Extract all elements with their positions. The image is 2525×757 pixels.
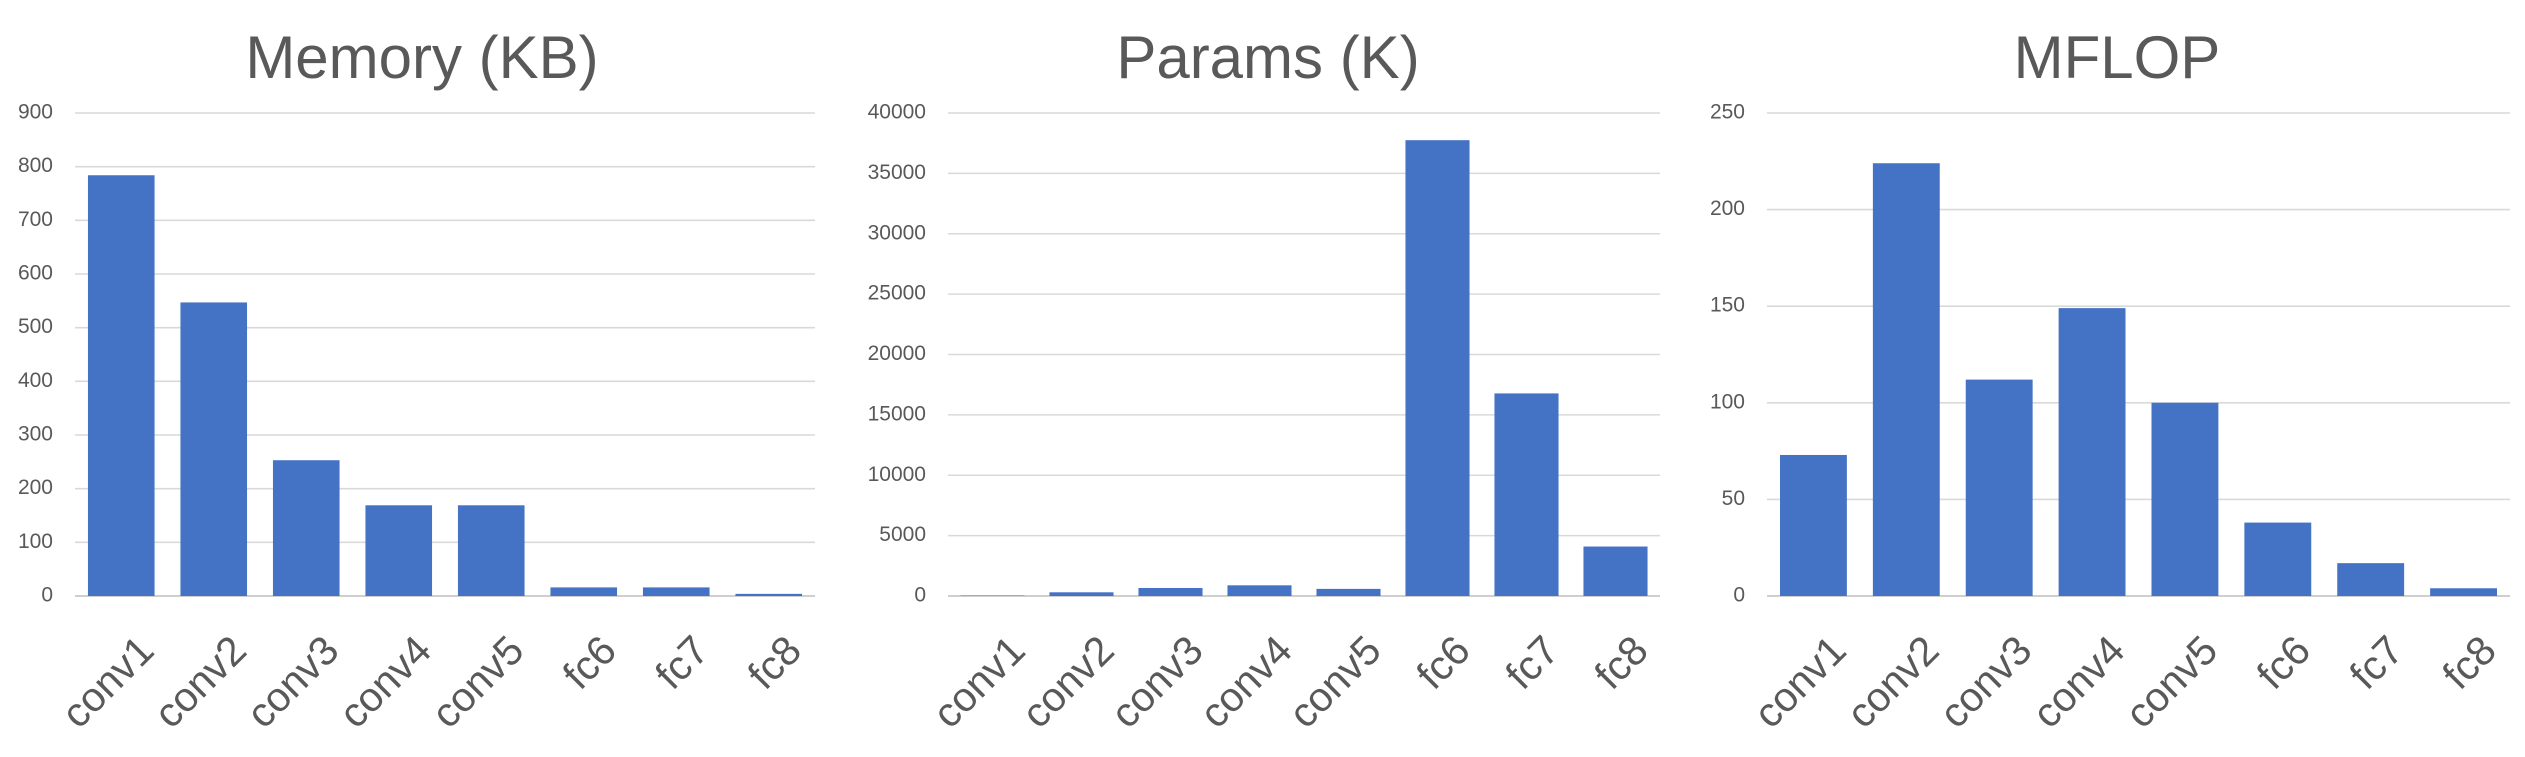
x-tick-label: conv4 <box>330 627 440 737</box>
bar-conv1 <box>88 175 155 596</box>
x-tick-label: fc6 <box>1408 627 1479 698</box>
y-tick-label: 0 <box>41 584 53 607</box>
bar-conv1 <box>1780 455 1847 596</box>
chart-title: Memory (KB) <box>245 24 598 91</box>
chart-panel-2: Params (K) 0 5000 10000 15000 20000 25000 30000… <box>868 24 1660 737</box>
y-tick-label: 400 <box>18 369 53 392</box>
x-tick-label: fc8 <box>739 627 810 698</box>
y-tick-label: 500 <box>18 315 53 338</box>
chart-panel-3: MFLOP 0 50 100 150 200 250 conv1conv2conv3conv4… <box>1710 24 2510 737</box>
y-tick-label: 250 <box>1710 101 1745 124</box>
x-tick-label: conv5 <box>2116 627 2226 737</box>
x-tick-label: fc7 <box>1497 627 1568 698</box>
bar-fc8 <box>735 594 802 596</box>
x-tick-label: conv3 <box>238 627 348 737</box>
bar-fc6 <box>2244 523 2311 596</box>
x-tick-label: conv3 <box>1931 627 2041 737</box>
chart-title: Params (K) <box>1116 24 1419 91</box>
bar-fc8 <box>1583 547 1647 596</box>
bar-conv2 <box>1049 592 1113 596</box>
x-tick-label: conv3 <box>1102 627 1212 737</box>
bar-conv4 <box>365 505 432 596</box>
x-tick-label: fc8 <box>1586 627 1657 698</box>
bar-fc6 <box>1405 140 1469 596</box>
bar-conv4 <box>2059 308 2126 596</box>
chart-panel-1: Memory (KB) 0 100 200 300 400 500 600 700 800 900 c… <box>18 24 815 737</box>
y-tick-label: 0 <box>914 584 926 607</box>
bar-conv3 <box>1138 588 1202 596</box>
bar-fc7 <box>2337 563 2404 596</box>
y-tick-label: 0 <box>1733 584 1745 607</box>
y-tick-label: 200 <box>1710 197 1745 220</box>
bar-conv4 <box>1227 585 1291 596</box>
x-tick-label: fc7 <box>646 627 717 698</box>
y-tick-label: 700 <box>18 208 53 231</box>
bar-conv3 <box>273 460 340 596</box>
bar-fc7 <box>1494 393 1558 596</box>
y-tick-label: 20000 <box>868 342 926 365</box>
y-tick-label: 10000 <box>868 463 926 486</box>
y-tick-label: 150 <box>1710 294 1745 317</box>
bar-conv5 <box>458 505 525 596</box>
bar-fc6 <box>550 587 617 596</box>
y-tick-label: 25000 <box>868 282 926 305</box>
bar-conv3 <box>1966 380 2033 596</box>
x-tick-label: conv5 <box>1280 627 1390 737</box>
y-tick-label: 50 <box>1722 487 1745 510</box>
bar-fc8 <box>2430 588 2497 596</box>
x-tick-label: conv2 <box>1013 627 1123 737</box>
bar-conv5 <box>2152 403 2219 596</box>
y-tick-label: 800 <box>18 154 53 177</box>
x-tick-label: conv5 <box>423 627 533 737</box>
y-tick-label: 300 <box>18 423 53 446</box>
y-tick-label: 100 <box>1710 390 1745 413</box>
x-tick-label: conv2 <box>1838 627 1948 737</box>
y-tick-label: 15000 <box>868 402 926 425</box>
x-tick-label: fc7 <box>2341 627 2412 698</box>
x-tick-label: conv1 <box>53 627 163 737</box>
y-tick-label: 600 <box>18 262 53 285</box>
chart-title: MFLOP <box>2014 24 2221 91</box>
bar-conv5 <box>1316 589 1380 596</box>
bar-conv2 <box>180 302 247 596</box>
x-tick-label: fc8 <box>2434 627 2505 698</box>
y-tick-label: 40000 <box>868 101 926 124</box>
y-tick-label: 100 <box>18 530 53 553</box>
y-tick-label: 5000 <box>879 523 926 546</box>
x-tick-label: conv1 <box>924 627 1034 737</box>
y-tick-label: 900 <box>18 101 53 124</box>
x-tick-label: conv4 <box>1191 627 1301 737</box>
x-tick-label: conv4 <box>2023 627 2133 737</box>
bar-fc7 <box>643 587 710 596</box>
x-tick-label: fc6 <box>2248 627 2319 698</box>
x-tick-label: fc6 <box>554 627 625 698</box>
x-tick-label: conv2 <box>145 627 255 737</box>
bar-conv2 <box>1873 163 1940 596</box>
y-tick-label: 35000 <box>868 161 926 184</box>
y-tick-label: 200 <box>18 476 53 499</box>
y-tick-label: 30000 <box>868 221 926 244</box>
x-tick-label: conv1 <box>1745 627 1855 737</box>
